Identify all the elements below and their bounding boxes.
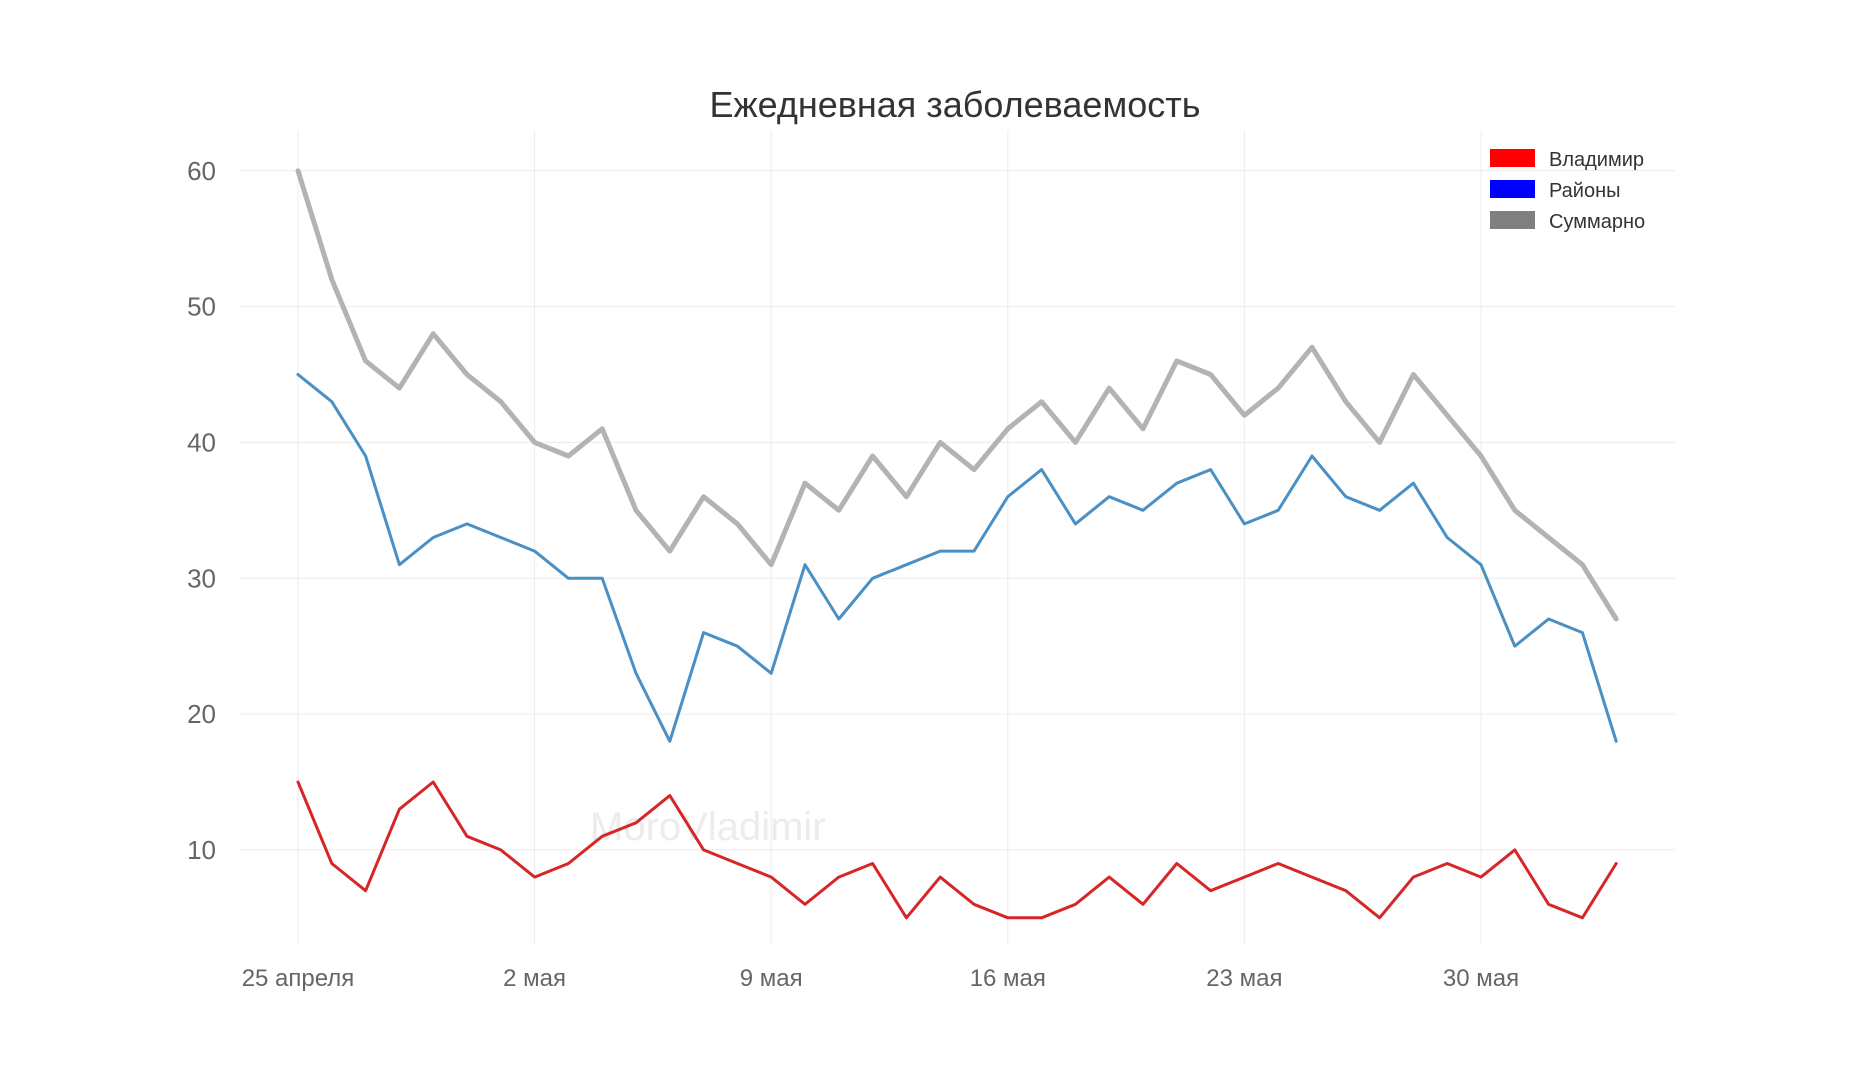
- legend-label: Районы: [1549, 180, 1621, 202]
- legend-label: Суммарно: [1549, 211, 1645, 233]
- series-line-Районы: [296, 373, 1618, 743]
- y-tick-label: 10: [187, 835, 216, 865]
- y-tick-label: 20: [187, 699, 216, 729]
- x-tick-label: 9 мая: [740, 965, 803, 992]
- x-tick-label: 2 мая: [503, 965, 566, 992]
- legend-swatch: [1490, 149, 1535, 167]
- series-line-Владимир: [296, 780, 1618, 920]
- x-tick-label: 16 мая: [970, 965, 1046, 992]
- grid: [240, 130, 1675, 945]
- x-tick-label: 25 апреля: [242, 965, 355, 992]
- axes: 10 20 30 40 50 60 25 апреля 2 мая 9 мая 16 мая 23 …: [187, 156, 1519, 992]
- chart-title: Ежедневная заболеваемость: [710, 84, 1201, 125]
- y-tick-label: 60: [187, 156, 216, 186]
- x-tick-label: 30 мая: [1443, 965, 1519, 992]
- y-tick-label: 50: [187, 292, 216, 322]
- legend-label: Владимир: [1549, 149, 1644, 171]
- series-lines: [295, 168, 1619, 920]
- y-tick-label: 40: [187, 427, 216, 457]
- x-tick-label: 23 мая: [1206, 965, 1282, 992]
- y-tick-label: 30: [187, 563, 216, 593]
- legend-swatch: [1490, 180, 1535, 198]
- legend-swatch: [1490, 211, 1535, 229]
- legend: Владимир Районы Суммарно: [1490, 149, 1645, 233]
- series-line-Суммарно: [295, 168, 1619, 622]
